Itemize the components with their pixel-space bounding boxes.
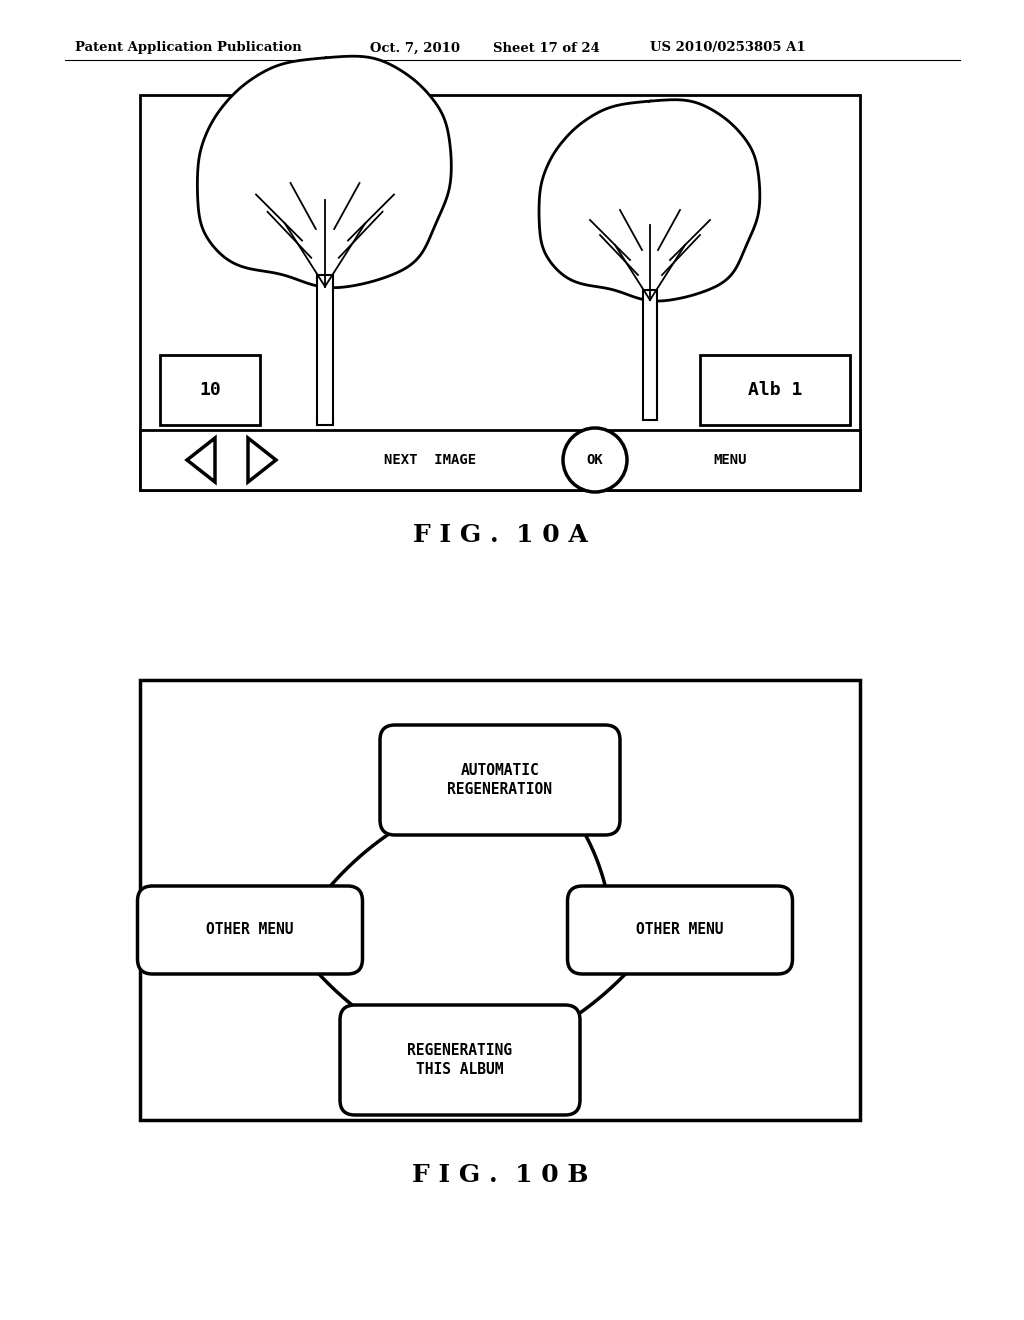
FancyBboxPatch shape	[137, 886, 362, 974]
Text: Alb 1: Alb 1	[748, 381, 802, 399]
Bar	[643, 290, 657, 420]
Text: NEXT  IMAGE: NEXT IMAGE	[384, 453, 476, 467]
FancyBboxPatch shape	[340, 1005, 580, 1115]
Text: REGENERATING
THIS ALBUM: REGENERATING THIS ALBUM	[408, 1043, 512, 1077]
Text: F I G .  1 0 B: F I G . 1 0 B	[412, 1163, 588, 1187]
Text: Oct. 7, 2010: Oct. 7, 2010	[370, 41, 460, 54]
Bar	[700, 355, 850, 425]
Bar	[140, 430, 860, 490]
Text: AUTOMATIC
REGENERATION: AUTOMATIC REGENERATION	[447, 763, 553, 797]
Text: Sheet 17 of 24: Sheet 17 of 24	[493, 41, 600, 54]
Text: F I G .  1 0 A: F I G . 1 0 A	[413, 523, 588, 546]
Bar	[160, 355, 260, 425]
Bar	[140, 680, 860, 1119]
Text: OK: OK	[587, 453, 603, 467]
Polygon shape	[198, 57, 452, 288]
FancyBboxPatch shape	[567, 886, 793, 974]
Polygon shape	[539, 100, 760, 301]
Text: 10: 10	[199, 381, 221, 399]
Text: OTHER MENU: OTHER MENU	[636, 923, 724, 937]
FancyBboxPatch shape	[380, 725, 620, 836]
Bar	[317, 275, 333, 425]
Circle shape	[563, 428, 627, 492]
Text: MENU: MENU	[714, 453, 746, 467]
Text: OTHER MENU: OTHER MENU	[206, 923, 294, 937]
Text: Patent Application Publication: Patent Application Publication	[75, 41, 302, 54]
Text: US 2010/0253805 A1: US 2010/0253805 A1	[650, 41, 806, 54]
Bar	[140, 95, 860, 490]
